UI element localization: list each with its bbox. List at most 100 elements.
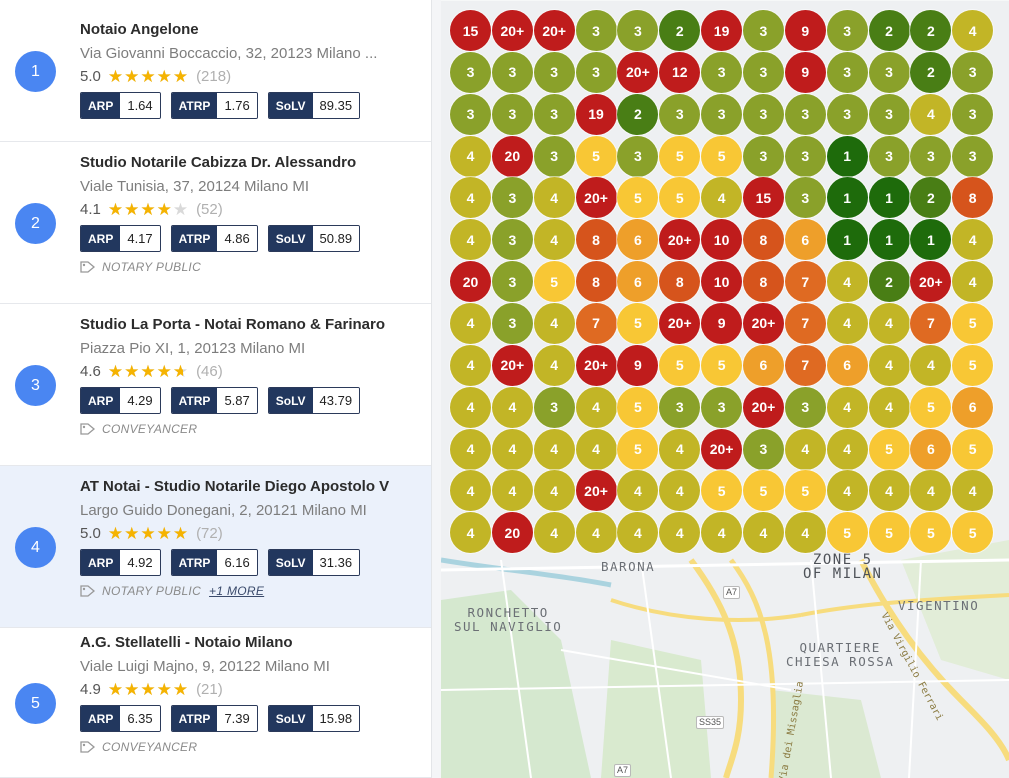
grid-rank-marker[interactable]: 5	[952, 302, 994, 344]
grid-rank-marker[interactable]: 7	[575, 302, 617, 344]
grid-rank-marker[interactable]: 4	[533, 219, 575, 261]
grid-rank-marker[interactable]: 1	[826, 135, 868, 177]
grid-rank-marker[interactable]: 5	[617, 428, 659, 470]
grid-rank-marker[interactable]: 4	[491, 386, 533, 428]
grid-rank-marker[interactable]: 7	[784, 261, 826, 303]
grid-rank-marker[interactable]: 3	[742, 93, 784, 135]
grid-rank-marker[interactable]: 3	[491, 261, 533, 303]
grid-rank-marker[interactable]: 3	[575, 10, 617, 51]
grid-rank-marker[interactable]: 4	[826, 261, 868, 303]
grid-rank-marker[interactable]: 20+	[742, 302, 784, 344]
grid-rank-marker[interactable]: 4	[952, 219, 994, 261]
grid-rank-marker[interactable]: 3	[742, 10, 784, 51]
grid-rank-marker[interactable]: 20+	[533, 10, 575, 51]
grid-rank-marker[interactable]: 3	[491, 302, 533, 344]
business-name[interactable]: Studio La Porta - Notai Romano & Farinar…	[80, 316, 386, 333]
grid-rank-marker[interactable]: 4	[450, 302, 491, 344]
grid-rank-marker[interactable]: 4	[826, 470, 868, 512]
grid-rank-marker[interactable]: 19	[575, 93, 617, 135]
grid-rank-marker[interactable]: 2	[910, 177, 952, 219]
grid-rank-marker[interactable]: 2	[910, 51, 952, 93]
grid-rank-marker[interactable]: 8	[742, 219, 784, 261]
grid-rank-marker[interactable]: 3	[491, 177, 533, 219]
grid-rank-marker[interactable]: 3	[826, 51, 868, 93]
business-name[interactable]: Studio Notarile Cabizza Dr. Alessandro	[80, 154, 357, 171]
grid-rank-marker[interactable]: 4	[659, 428, 701, 470]
grid-rank-marker[interactable]: 6	[952, 386, 994, 428]
grid-rank-marker[interactable]: 20+	[491, 344, 533, 386]
grid-rank-marker[interactable]: 2	[868, 261, 910, 303]
grid-rank-marker[interactable]: 7	[784, 344, 826, 386]
more-categories-link[interactable]: +1 MORE	[209, 584, 265, 598]
grid-rank-marker[interactable]: 5	[952, 512, 994, 554]
grid-rank-marker[interactable]: 4	[952, 10, 994, 51]
grid-rank-marker[interactable]: 1	[868, 177, 910, 219]
grid-rank-marker[interactable]: 3	[868, 93, 910, 135]
grid-rank-marker[interactable]: 3	[742, 135, 784, 177]
grid-rank-marker[interactable]: 9	[701, 302, 743, 344]
map-panel[interactable]: BARONA ZONE 5 OF MILAN RONCHETTO SUL NAV…	[441, 0, 1009, 778]
grid-rank-marker[interactable]: 4	[533, 177, 575, 219]
grid-rank-marker[interactable]: 6	[617, 261, 659, 303]
grid-rank-marker[interactable]: 3	[450, 93, 491, 135]
grid-rank-marker[interactable]: 4	[491, 470, 533, 512]
grid-rank-marker[interactable]: 1	[910, 219, 952, 261]
grid-rank-marker[interactable]: 2	[910, 10, 952, 51]
grid-rank-marker[interactable]: 5	[742, 470, 784, 512]
grid-rank-marker[interactable]: 4	[742, 512, 784, 554]
listing-card[interactable]: 4 AT Notai - Studio Notarile Diego Aposto…	[0, 466, 431, 628]
grid-rank-marker[interactable]: 3	[952, 135, 994, 177]
grid-rank-marker[interactable]: 10	[701, 219, 743, 261]
grid-rank-marker[interactable]: 3	[784, 93, 826, 135]
grid-rank-marker[interactable]: 3	[742, 428, 784, 470]
grid-rank-marker[interactable]: 15	[742, 177, 784, 219]
grid-rank-marker[interactable]: 3	[491, 93, 533, 135]
grid-rank-marker[interactable]: 2	[868, 10, 910, 51]
grid-rank-marker[interactable]: 4	[450, 386, 491, 428]
grid-rank-marker[interactable]: 5	[952, 344, 994, 386]
grid-rank-marker[interactable]: 2	[617, 93, 659, 135]
grid-rank-marker[interactable]: 4	[450, 219, 491, 261]
grid-rank-marker[interactable]: 3	[533, 386, 575, 428]
grid-rank-marker[interactable]: 5	[617, 386, 659, 428]
grid-rank-marker[interactable]: 3	[701, 93, 743, 135]
grid-rank-marker[interactable]: 5	[952, 428, 994, 470]
grid-rank-marker[interactable]: 4	[868, 344, 910, 386]
grid-rank-marker[interactable]: 3	[952, 93, 994, 135]
grid-rank-marker[interactable]: 10	[701, 261, 743, 303]
grid-rank-marker[interactable]: 5	[784, 470, 826, 512]
grid-rank-marker[interactable]: 6	[910, 428, 952, 470]
grid-rank-marker[interactable]: 5	[868, 512, 910, 554]
grid-rank-marker[interactable]: 5	[533, 261, 575, 303]
grid-rank-marker[interactable]: 7	[910, 302, 952, 344]
grid-rank-marker[interactable]: 3	[701, 51, 743, 93]
grid-rank-marker[interactable]: 5	[659, 177, 701, 219]
grid-rank-marker[interactable]: 4	[868, 470, 910, 512]
grid-rank-marker[interactable]: 20+	[910, 261, 952, 303]
grid-rank-marker[interactable]: 6	[826, 344, 868, 386]
grid-rank-marker[interactable]: 20+	[491, 10, 533, 51]
grid-rank-marker[interactable]: 15	[450, 10, 491, 51]
grid-rank-marker[interactable]: 4	[491, 428, 533, 470]
grid-rank-marker[interactable]: 3	[952, 51, 994, 93]
grid-rank-marker[interactable]: 7	[784, 302, 826, 344]
grid-rank-marker[interactable]: 20	[450, 261, 491, 303]
business-name[interactable]: A.G. Stellatelli - Notaio Milano	[80, 634, 293, 651]
grid-rank-marker[interactable]: 4	[450, 428, 491, 470]
grid-rank-marker[interactable]: 6	[784, 219, 826, 261]
grid-rank-marker[interactable]: 8	[952, 177, 994, 219]
grid-rank-marker[interactable]: 3	[659, 93, 701, 135]
grid-rank-marker[interactable]: 4	[659, 512, 701, 554]
grid-rank-marker[interactable]: 1	[826, 219, 868, 261]
grid-rank-marker[interactable]: 4	[575, 512, 617, 554]
grid-rank-marker[interactable]: 3	[868, 51, 910, 93]
grid-rank-marker[interactable]: 20+	[701, 428, 743, 470]
grid-rank-marker[interactable]: 4	[868, 386, 910, 428]
grid-rank-marker[interactable]: 8	[575, 261, 617, 303]
grid-rank-marker[interactable]: 3	[450, 51, 491, 93]
grid-rank-marker[interactable]: 3	[533, 51, 575, 93]
grid-rank-marker[interactable]: 5	[826, 512, 868, 554]
grid-rank-marker[interactable]: 3	[910, 135, 952, 177]
grid-rank-marker[interactable]: 5	[701, 470, 743, 512]
grid-rank-marker[interactable]: 4	[575, 428, 617, 470]
